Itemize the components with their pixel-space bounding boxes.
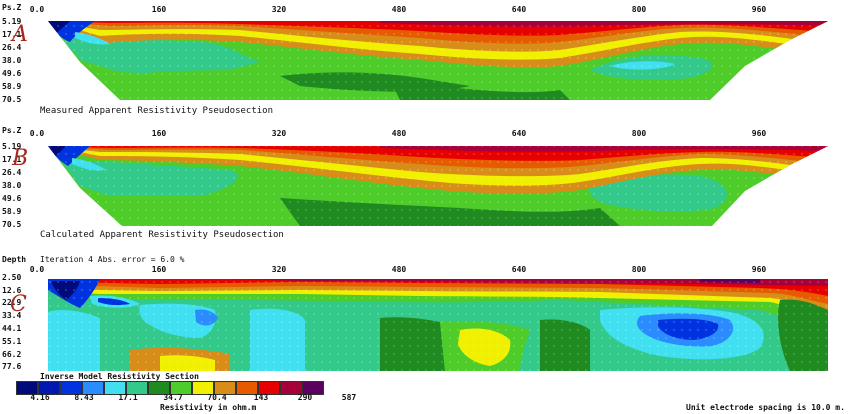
- legend-value: 8.43: [74, 393, 94, 402]
- corner-label-a: Ps.Z: [2, 3, 22, 12]
- legend-swatch: [148, 381, 170, 395]
- y-tick: 49.6: [2, 194, 22, 203]
- y-tick: 26.4: [2, 43, 22, 52]
- corner-label-c: Depth: [2, 255, 27, 264]
- legend-value: 70.4: [207, 393, 227, 402]
- x-tick: 800: [631, 129, 647, 138]
- section-letter-a: A: [12, 22, 28, 47]
- y-tick: 33.4: [2, 311, 22, 320]
- y-tick: 38.0: [2, 56, 22, 65]
- y-tick: 5.19: [2, 17, 22, 26]
- legend-value: 4.16: [30, 393, 50, 402]
- y-tick: 70.5: [2, 220, 22, 229]
- x-tick: 0.0: [29, 265, 45, 274]
- legend-swatch: [258, 381, 280, 395]
- inverse-model-section: [48, 279, 828, 371]
- corner-label-b: Ps.Z: [2, 126, 22, 135]
- x-tick: 640: [511, 129, 527, 138]
- legend-swatch: [302, 381, 324, 395]
- legend-swatch: [214, 381, 236, 395]
- legend-swatch: [170, 381, 192, 395]
- y-tick: 66.2: [2, 350, 22, 359]
- y-tick: 70.5: [2, 95, 22, 104]
- legend-swatch: [126, 381, 148, 395]
- x-tick: 640: [511, 5, 527, 14]
- x-tick: 480: [391, 265, 407, 274]
- legend-swatch: [60, 381, 82, 395]
- x-tick: 0.0: [29, 129, 45, 138]
- legend-value: 17.1: [118, 393, 138, 402]
- legend-swatch: [82, 381, 104, 395]
- x-tick: 640: [511, 265, 527, 274]
- y-tick: 77.6: [2, 362, 22, 371]
- x-tick: 960: [751, 265, 767, 274]
- y-tick: 22.9: [2, 298, 22, 307]
- x-tick: 160: [151, 5, 167, 14]
- measured-section-title: Measured Apparent Resistivity Pseudosect…: [40, 106, 273, 116]
- x-tick: 800: [631, 5, 647, 14]
- measured-pseudosection: [48, 21, 828, 100]
- section-letter-b: B: [12, 146, 29, 171]
- x-tick: 320: [271, 129, 287, 138]
- legend-value: 143: [253, 393, 269, 402]
- calculated-pseudosection: [48, 146, 828, 226]
- y-tick: 58.9: [2, 82, 22, 91]
- legend-swatch: [104, 381, 126, 395]
- legend-swatch: [280, 381, 302, 395]
- x-tick: 0.0: [29, 5, 45, 14]
- x-tick: 480: [391, 5, 407, 14]
- y-tick: 58.9: [2, 207, 22, 216]
- x-tick: 320: [271, 5, 287, 14]
- x-tick: 320: [271, 265, 287, 274]
- legend-swatch: [38, 381, 60, 395]
- x-tick: 160: [151, 129, 167, 138]
- legend-swatch: [16, 381, 38, 395]
- y-tick: 44.1: [2, 324, 22, 333]
- section-letter-c: C: [10, 292, 27, 317]
- y-tick: 2.50: [2, 273, 22, 282]
- y-tick: 5.19: [2, 142, 22, 151]
- x-tick: 480: [391, 129, 407, 138]
- y-tick: 17.1: [2, 30, 22, 39]
- legend-value: 290: [297, 393, 313, 402]
- y-tick: 38.0: [2, 181, 22, 190]
- y-tick: 49.6: [2, 69, 22, 78]
- y-tick: 17.1: [2, 155, 22, 164]
- electrode-spacing-note: Unit electrode spacing is 10.0 m.: [686, 403, 845, 412]
- inverse-section-title: Inverse Model Resistivity Section: [40, 372, 199, 381]
- legend-unit-label: Resistivity in ohm.m: [160, 403, 257, 412]
- y-tick: 55.1: [2, 337, 22, 346]
- y-tick: 12.6: [2, 286, 22, 295]
- iteration-note: Iteration 4 Abs. error = 6.0 %: [40, 255, 185, 264]
- calculated-section-title: Calculated Apparent Resistivity Pseudose…: [40, 230, 284, 240]
- legend-swatch: [192, 381, 214, 395]
- legend-value: 34.7: [163, 393, 183, 402]
- x-tick: 960: [751, 5, 767, 14]
- x-tick: 160: [151, 265, 167, 274]
- x-tick: 800: [631, 265, 647, 274]
- x-tick: 960: [751, 129, 767, 138]
- legend-swatch: [236, 381, 258, 395]
- y-tick: 26.4: [2, 168, 22, 177]
- legend-value: 587: [341, 393, 357, 402]
